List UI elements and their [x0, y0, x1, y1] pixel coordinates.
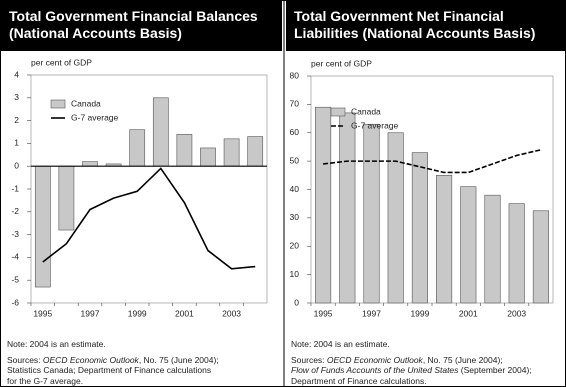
bar — [532, 210, 549, 304]
legend-label: Canada — [71, 98, 101, 108]
y-tick-label: -5 — [11, 274, 19, 284]
note: Note: 2004 is an estimate. — [7, 339, 106, 349]
bar — [82, 161, 98, 167]
bar — [247, 136, 264, 167]
sources: Sources: OECD Economic Outlook, No. 75 (… — [291, 355, 563, 387]
chart-title: Total Government Net Financial Liabiliti… — [286, 1, 565, 51]
x-tick-label: 1995 — [33, 308, 52, 318]
y-tick-label: -1 — [11, 183, 19, 193]
bar — [129, 129, 146, 167]
bar — [387, 132, 404, 304]
bar — [315, 106, 332, 304]
bar — [363, 123, 380, 304]
source-text: Department of Finance calculations. — [291, 375, 427, 386]
y-tick-label: 70 — [290, 99, 300, 109]
x-tick-label: 1995 — [314, 308, 333, 318]
y-tick-label: 30 — [290, 212, 300, 222]
notes: Note: 2004 is an estimate. Sources: OECD… — [291, 339, 563, 387]
legend-label: G-7 average — [351, 120, 399, 130]
y-tick-label: 2 — [14, 115, 19, 125]
source-text: (September 2004); — [458, 365, 532, 375]
notes: Note: 2004 is an estimate. Sources: OECD… — [7, 339, 279, 387]
y-tick-label: -6 — [11, 297, 19, 307]
legend-label: G-7 average — [71, 112, 119, 122]
bar — [484, 194, 501, 304]
x-tick-label: 1999 — [410, 308, 429, 318]
x-tick-label: 1999 — [128, 308, 147, 318]
y-tick-label: 10 — [290, 269, 300, 279]
source-text: OECD Economic Outlook — [326, 354, 423, 365]
bar — [176, 133, 193, 167]
bar — [339, 112, 356, 304]
y-axis-title: per cent of GDP — [31, 57, 92, 67]
source-text: for the G-7 average. — [7, 375, 84, 386]
y-tick-label: 4 — [14, 69, 19, 79]
legend-swatch — [330, 107, 346, 117]
line-series — [42, 167, 256, 270]
y-tick-label: -3 — [11, 229, 19, 239]
bar — [411, 152, 428, 304]
bar — [460, 186, 477, 304]
x-tick-label: 1997 — [362, 308, 381, 318]
x-tick-label: 2001 — [175, 308, 194, 318]
y-tick-label: 50 — [290, 155, 300, 165]
bar — [152, 97, 169, 167]
y-tick-label: 80 — [290, 70, 300, 80]
y-tick-label: 60 — [290, 127, 300, 137]
source-text: OECD Economic Outlook — [42, 354, 139, 365]
y-tick-label: 3 — [14, 92, 19, 102]
y-tick-label: -4 — [11, 252, 19, 262]
x-tick-label: 2001 — [459, 308, 478, 318]
bar — [508, 203, 525, 304]
y-tick-label: -2 — [11, 206, 19, 216]
chart-title: Total Government Financial Balances (Nat… — [1, 1, 282, 51]
bar — [200, 147, 216, 167]
bar — [436, 175, 453, 304]
source-text: Sources: — [7, 354, 43, 365]
bar — [58, 165, 75, 231]
x-tick-label: 2003 — [507, 308, 526, 318]
line-series — [323, 148, 542, 174]
source-text: Flow of Funds Accounts of the United Sta… — [291, 365, 459, 375]
source-text: Sources: — [291, 354, 327, 365]
note: Note: 2004 is an estimate. — [291, 339, 390, 349]
y-tick-label: 1 — [14, 138, 19, 148]
x-tick-label: 2003 — [222, 308, 241, 318]
source-text: , No. 75 (June 2004); — [422, 354, 503, 365]
y-axis-title: per cent of GDP — [311, 58, 372, 68]
y-tick-label: 40 — [290, 184, 300, 194]
x-tick-label: 1997 — [81, 308, 100, 318]
legend-label: Canada — [351, 106, 381, 116]
bar — [223, 138, 240, 167]
source-text: , No. 75 (June 2004); — [138, 354, 219, 365]
source-text: Statistics Canada; Department of Finance… — [7, 365, 212, 375]
sources: Sources: OECD Economic Outlook, No. 75 (… — [7, 355, 279, 387]
legend-swatch — [50, 99, 66, 109]
bar — [34, 165, 51, 288]
y-tick-label: 0 — [294, 297, 299, 307]
y-tick-label: 0 — [14, 160, 19, 170]
y-tick-label: 20 — [290, 241, 300, 251]
